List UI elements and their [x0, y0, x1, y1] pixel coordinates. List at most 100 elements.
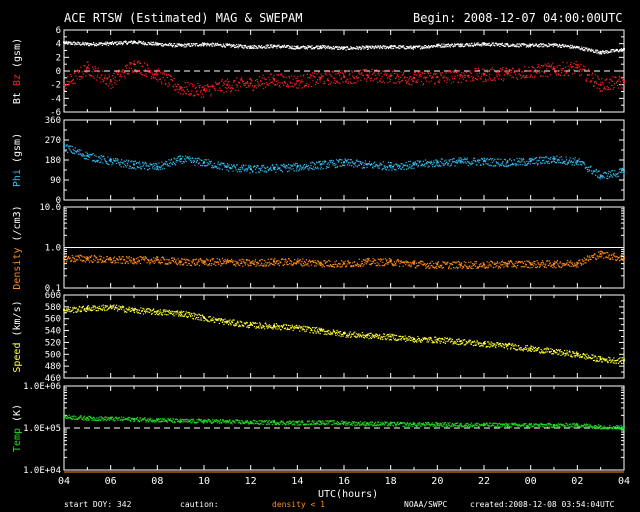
scatter-point	[271, 44, 273, 46]
scatter-point	[310, 165, 312, 167]
scatter-point	[77, 153, 79, 155]
scatter-point	[125, 307, 127, 310]
scatter-point	[198, 87, 201, 89]
scatter-point	[169, 42, 171, 45]
scatter-point	[210, 162, 212, 164]
scatter-point	[308, 45, 311, 47]
scatter-point	[417, 45, 420, 47]
scatter-point	[216, 44, 218, 46]
scatter-point	[257, 85, 260, 87]
scatter-point	[521, 159, 523, 161]
scatter-point	[73, 257, 75, 260]
scatter-point	[504, 263, 506, 265]
scatter-point	[582, 49, 584, 52]
scatter-point	[216, 167, 218, 170]
scatter-point	[413, 167, 415, 169]
scatter-point	[538, 72, 541, 74]
scatter-point	[303, 47, 305, 49]
scatter-point	[65, 255, 67, 257]
scatter-point	[409, 46, 411, 48]
data-point	[133, 308, 135, 311]
scatter-point	[429, 263, 431, 265]
scatter-point	[496, 261, 498, 263]
scatter-point	[621, 167, 624, 170]
scatter-point	[98, 308, 100, 310]
scatter-point	[307, 165, 310, 167]
scatter-point	[313, 265, 316, 267]
scatter-point	[540, 163, 542, 165]
scatter-point	[183, 161, 185, 163]
scatter-point	[378, 45, 380, 48]
data-point	[296, 80, 299, 83]
scatter-point	[143, 42, 145, 45]
scatter-point	[614, 170, 616, 172]
scatter-point	[475, 78, 478, 80]
scatter-point	[456, 71, 458, 73]
scatter-point	[75, 150, 77, 152]
scatter-point	[494, 262, 496, 264]
scatter-point	[362, 265, 364, 267]
scatter-point	[470, 267, 472, 270]
scatter-point	[457, 43, 459, 45]
scatter-point	[120, 43, 122, 45]
scatter-point	[467, 267, 469, 270]
scatter-point	[347, 46, 349, 48]
scatter-point	[362, 161, 364, 163]
scatter-point	[465, 265, 467, 268]
scatter-point	[278, 81, 280, 84]
scatter-point	[372, 80, 374, 82]
scatter-point	[547, 46, 549, 48]
scatter-point	[447, 268, 450, 270]
scatter-point	[222, 84, 224, 87]
scatter-point	[357, 160, 359, 163]
scatter-point	[322, 75, 324, 77]
scatter-point	[386, 73, 388, 75]
scatter-point	[69, 149, 71, 151]
scatter-point	[281, 258, 284, 260]
scatter-point	[569, 47, 571, 49]
scatter-point	[246, 170, 248, 172]
scatter-point	[369, 260, 371, 262]
scatter-point	[432, 266, 434, 268]
scatter-point	[288, 85, 290, 87]
scatter-point	[161, 43, 163, 45]
scatter-point	[513, 264, 515, 266]
scatter-point	[336, 80, 338, 82]
scatter-point	[264, 259, 266, 262]
scatter-point	[499, 45, 501, 47]
scatter-point	[192, 44, 194, 47]
scatter-point	[481, 158, 484, 161]
scatter-point	[211, 262, 213, 265]
scatter-point	[460, 157, 462, 159]
scatter-point	[426, 76, 428, 78]
scatter-point	[528, 161, 530, 163]
scatter-point	[488, 262, 490, 264]
data-point	[483, 160, 485, 163]
scatter-point	[544, 72, 546, 74]
scatter-point	[337, 48, 340, 50]
scatter-point	[588, 47, 590, 50]
scatter-point	[318, 48, 320, 50]
scatter-point	[533, 159, 535, 161]
scatter-point	[298, 79, 300, 82]
scatter-point	[366, 166, 368, 168]
scatter-point	[393, 45, 395, 48]
scatter-point	[316, 263, 318, 265]
scatter-point	[504, 43, 506, 45]
scatter-point	[380, 78, 382, 80]
scatter-point	[576, 161, 578, 164]
scatter-point	[126, 257, 128, 259]
scatter-point	[326, 47, 328, 49]
scatter-point	[530, 159, 533, 162]
scatter-point	[304, 48, 306, 50]
scatter-point	[147, 67, 149, 69]
scatter-point	[390, 73, 392, 75]
scatter-point	[98, 305, 100, 308]
scatter-point	[230, 90, 233, 92]
scatter-point	[212, 257, 214, 260]
scatter-point	[440, 46, 442, 48]
scatter-point	[268, 83, 270, 85]
scatter-point	[101, 156, 103, 158]
scatter-point	[532, 43, 534, 45]
scatter-point	[500, 264, 502, 266]
